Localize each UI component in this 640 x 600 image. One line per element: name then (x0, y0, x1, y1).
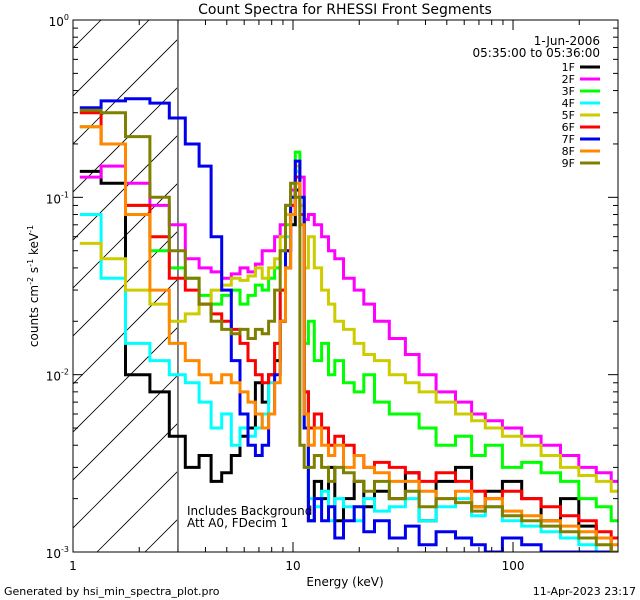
series-line-8f (79, 125, 618, 547)
hatch-line (73, 135, 177, 241)
legend-label-9f: 9F (562, 157, 575, 170)
footer-generated-by: Generated by hsi_min_spectra_plot.pro (4, 585, 220, 598)
time-range-label: 05:35:00 to 05:36:00 (473, 46, 600, 60)
plot-frame (72, 19, 619, 553)
legend-label-7f: 7F (562, 133, 575, 146)
hatch-line (577, 0, 640, 552)
x-axis-label: Energy (keV) (306, 575, 383, 589)
legend-label-3f: 3F (562, 85, 575, 98)
hatch-line (625, 0, 640, 552)
x-tick-label: 100 (502, 559, 525, 573)
y-axis-label-mid: s (27, 267, 41, 277)
footer-timestamp: 11-Apr-2023 23:17 (533, 585, 636, 598)
y-tick-base: 10 (46, 370, 61, 384)
y-axis-label-exp2: -1 (26, 259, 35, 267)
y-tick-label: 100 (49, 13, 69, 29)
hatch-line (529, 0, 640, 552)
legend-label-4f: 4F (562, 97, 575, 110)
hatch-line (73, 423, 177, 529)
y-tick-exp: 0 (64, 13, 69, 22)
hatch-line (481, 0, 640, 552)
hatch-line (289, 0, 640, 552)
y-axis-label-exp1: -2 (26, 277, 35, 285)
series-line-9f (79, 108, 618, 552)
series-line-5f (79, 164, 618, 493)
hatch-line (73, 375, 177, 481)
hatch-line (73, 231, 177, 337)
x-tick-label: 1 (69, 559, 77, 573)
y-tick-base: 10 (46, 547, 61, 561)
legend-label-5f: 5F (562, 109, 575, 122)
tick-layer (72, 19, 619, 553)
y-tick-base: 10 (49, 15, 64, 29)
hatch-line (73, 183, 177, 289)
y-tick-exp: -1 (61, 190, 69, 199)
y-tick-label: 10-1 (46, 190, 69, 206)
hatch-line (337, 0, 640, 552)
legend-label-6f: 6F (562, 121, 575, 134)
x-tick-label: 10 (285, 559, 300, 573)
attenuator-hatch-region (73, 0, 640, 552)
hatch-line (73, 20, 102, 49)
hatch-line (73, 39, 177, 145)
series-line-6f (79, 111, 618, 540)
y-tick-label: 10-2 (46, 368, 69, 384)
legend-label-1f: 1F (562, 61, 575, 74)
series-line-4f (79, 169, 618, 552)
chart-title: Count Spectra for RHESSI Front Segments (198, 2, 492, 18)
series-line-3f (79, 125, 618, 523)
legend-label-8f: 8F (562, 145, 575, 158)
x-tick-labels: 1 10 100 (69, 559, 524, 573)
y-axis-label-main: counts cm (27, 285, 41, 347)
series-layer (79, 97, 618, 552)
y-tick-exp: -3 (61, 545, 69, 554)
y-axis-label-exp3: -1 (26, 225, 35, 233)
y-axis-label: counts cm-2 s-1 keV-1 (26, 225, 41, 347)
annotation-background: Includes Background (187, 504, 312, 518)
y-tick-label: 10-3 (46, 545, 69, 561)
hatch-line (433, 0, 640, 552)
y-tick-base: 10 (46, 192, 61, 206)
annotation-attenuator: Att A0, FDecim 1 (187, 516, 288, 530)
series-line-7f (79, 97, 618, 552)
legend-label-2f: 2F (562, 73, 575, 86)
series-line-2f (79, 164, 618, 483)
hatch-line (385, 0, 640, 552)
y-tick-exp: -2 (61, 368, 69, 377)
date-label: 1-Jun-2006 (534, 34, 600, 48)
hatch-line (73, 20, 150, 97)
y-axis-label-tail: keV (27, 232, 41, 259)
